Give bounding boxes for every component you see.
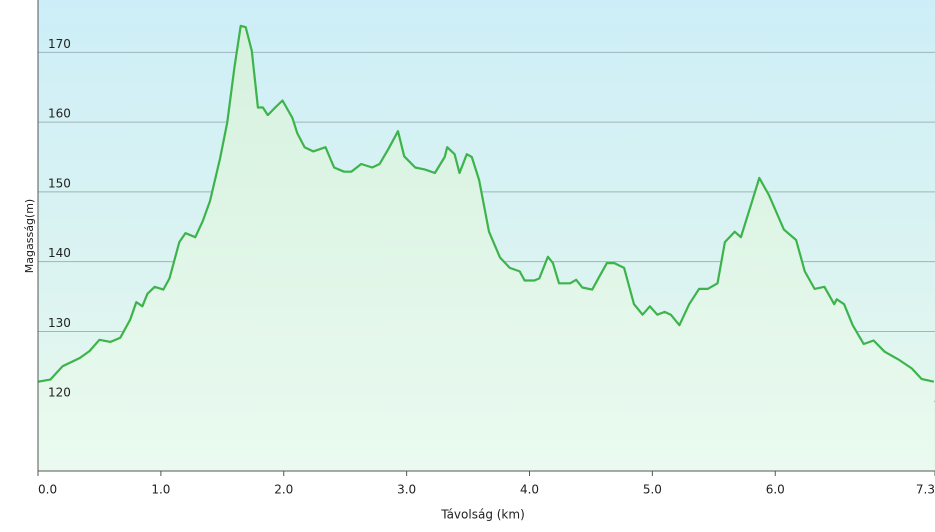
x-tick-label: 6.0 bbox=[766, 483, 785, 497]
y-tick-label: 160 bbox=[48, 107, 71, 121]
x-tick-label: 4.0 bbox=[520, 483, 539, 497]
elevation-line bbox=[37, 24, 935, 383]
x-tick-label: 0.0 bbox=[38, 483, 57, 497]
y-tick-label: 150 bbox=[48, 176, 71, 190]
y-tick-label: 140 bbox=[48, 246, 71, 260]
y-axis-title: Magasság(m) bbox=[23, 199, 36, 273]
y-tick-label: 120 bbox=[48, 386, 71, 400]
x-axis-title: Távolság (km) bbox=[440, 508, 525, 522]
y-tick-label: 130 bbox=[48, 316, 71, 330]
y-tick-label: 170 bbox=[48, 37, 71, 51]
elevation-area bbox=[38, 25, 934, 472]
x-tick-label: 3.0 bbox=[397, 483, 416, 497]
x-tick-label: 1.0 bbox=[151, 483, 170, 497]
x-tick-label: 5.0 bbox=[643, 483, 662, 497]
x-tick-label: 2.0 bbox=[274, 483, 293, 497]
x-tick-label: 7.3 bbox=[916, 483, 935, 497]
